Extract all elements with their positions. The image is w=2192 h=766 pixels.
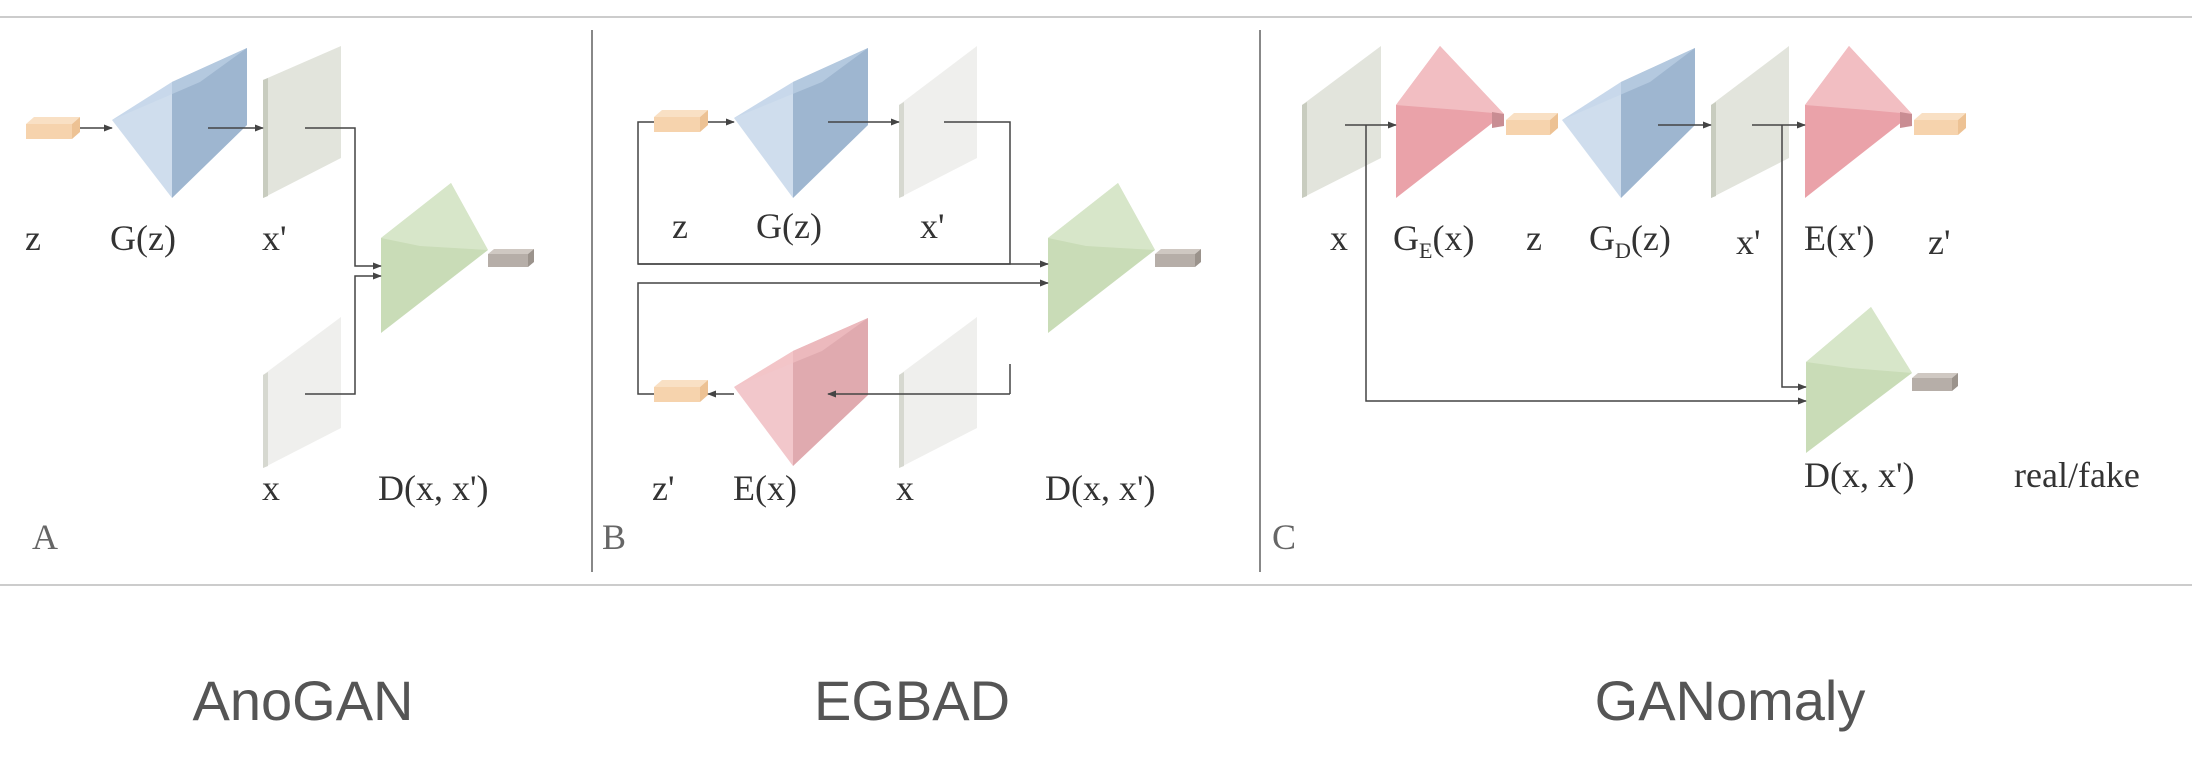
label-x: x [1330,218,1348,258]
label-discriminator: D(x, x') [378,468,488,508]
label-encoder-e: E(x') [1804,218,1874,258]
output-block [1912,373,1958,391]
label-zprime: z' [652,468,674,508]
arrow-x-to-d [1365,125,1807,405]
label-z: z [25,218,41,258]
panel-ganomaly: x GE(x) z GD(z) x' E(x') z' D(x, x') rea… [1272,46,2140,557]
latent-z-block [1506,113,1558,135]
discriminator-block [1806,307,1912,453]
generated-image-xprime [899,46,977,198]
label-z: z [672,206,688,246]
real-image-x [263,317,341,468]
input-image-x [1302,46,1381,198]
encoder-block [734,318,868,466]
label-discriminator: D(x, x') [1804,455,1914,495]
label-z: z [1526,218,1542,258]
caption-egbad: EGBAD [813,669,1011,732]
label-encoder: E(x) [733,468,797,508]
arrow-pair2-to-d [637,279,1049,395]
caption-anogan: AnoGAN [192,669,414,732]
decoder-gd-block [1562,48,1695,198]
label-x: x [262,468,280,508]
real-image-x [899,317,977,468]
generated-image-xprime [263,46,341,198]
latent-zprime-block [1914,113,1966,135]
label-generator: G(z) [756,206,822,246]
arrow-xprime-to-d [1781,125,1807,391]
reconstructed-image-xprime [1711,46,1789,198]
panel-letter-b: B [602,517,626,557]
arrow-xprime-to-d [305,127,382,270]
label-xprime: x' [262,218,287,258]
panel-letter-a: A [32,517,58,557]
label-real-fake: real/fake [2014,455,2140,495]
output-block [488,249,534,267]
panel-egbad: z G(z) x' z' E(x) x D(x, x') B [602,46,1201,557]
generator-block [734,48,868,198]
encoder-e-block [1805,46,1912,198]
label-xprime: x' [920,206,945,246]
label-zprime: z' [1928,222,1950,262]
label-generator: G(z) [110,218,176,258]
latent-zprime-block [654,380,708,402]
encoder-ge-block [1396,46,1504,198]
panel-letter-c: C [1272,517,1296,557]
label-encoder-ge: GE(x) [1393,218,1474,263]
label-xprime: x' [1736,222,1761,262]
label-discriminator: D(x, x') [1045,468,1155,508]
arrow-x-to-d [305,272,382,395]
generator-block [112,48,247,198]
panel-anogan: z G(z) x' x D(x, x') A [25,46,534,557]
discriminator-block [381,183,488,333]
output-block [1155,249,1201,267]
latent-z-block [654,110,708,132]
discriminator-block [1048,183,1155,333]
caption-ganomaly: GANomaly [1594,669,1866,732]
label-decoder-gd: GD(z) [1589,218,1671,263]
latent-z-block [26,117,80,139]
label-x: x [896,468,914,508]
